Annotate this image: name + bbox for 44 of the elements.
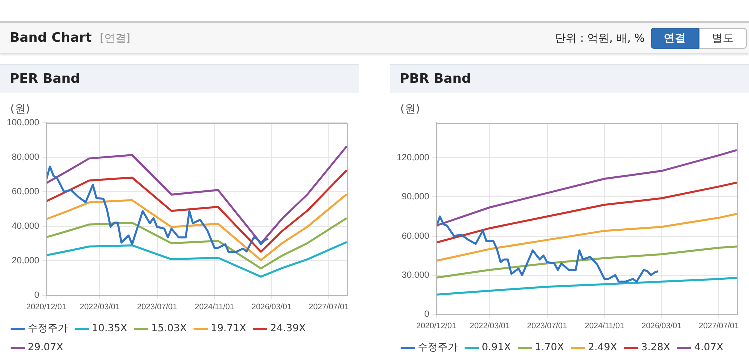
y-tick-label: 20,000	[12, 255, 40, 266]
chart-title: PER Band	[0, 64, 359, 93]
x-tick-label: 2026/03/01	[252, 302, 292, 312]
chart-title: PBR Band	[390, 64, 749, 93]
y-tick-label: 30,000	[402, 270, 430, 280]
x-tick-label: 2024/11/01	[195, 302, 236, 312]
x-tick-label: 2027/07/01	[698, 321, 740, 330]
legend-label: 29.07X	[28, 342, 64, 354]
x-tick-label: 2022/03/01	[80, 302, 121, 312]
legend-label: 1.70X	[535, 342, 564, 354]
legend-label: 수정주가	[28, 324, 68, 335]
text: [연결]	[100, 30, 131, 46]
y-tick-label: 0	[424, 308, 430, 319]
y-tick-label: 60,000	[12, 186, 40, 196]
legend-label: 10.35X	[92, 324, 128, 335]
y-tick-label: 90,000	[402, 192, 430, 202]
y-tick-label: 120,000	[396, 152, 430, 163]
legend-label: 0.91X	[482, 342, 512, 354]
y-axis-title: (원)	[400, 102, 420, 116]
x-tick-label: 2023/07/01	[527, 321, 568, 330]
x-tick-label: 2023/07/01	[137, 302, 178, 312]
y-tick-label: 100,000	[6, 117, 40, 128]
text: 단위 : 억원, 배, %	[554, 30, 645, 46]
y-tick-label: 0	[34, 290, 40, 300]
x-tick-label: 2020/12/01	[26, 302, 68, 312]
y-tick-label: 60,000	[402, 230, 430, 241]
text: 별도	[699, 28, 747, 48]
y-tick-label: 80,000	[12, 152, 40, 162]
x-tick-label: 2027/07/01	[308, 302, 350, 312]
legend-label: 3.28X	[641, 342, 671, 354]
y-axis-title: (원)	[10, 102, 30, 116]
text: 연결	[651, 28, 699, 48]
legend-label: 15.03X	[151, 324, 188, 335]
legend-label: 4.07X	[694, 342, 724, 354]
x-tick-label: 2026/03/01	[642, 321, 682, 330]
legend-label: 19.71X	[210, 324, 247, 335]
x-tick-label: 2020/12/01	[416, 321, 458, 330]
y-tick-label: 40,000	[12, 220, 40, 231]
text: Band Chart	[10, 30, 92, 46]
x-tick-label: 2022/03/01	[470, 321, 511, 330]
x-tick-label: 2024/11/01	[585, 321, 626, 330]
legend-label: 수정주가	[418, 342, 458, 354]
legend-label: 24.39X	[270, 324, 306, 335]
legend-label: 2.49X	[588, 342, 618, 354]
